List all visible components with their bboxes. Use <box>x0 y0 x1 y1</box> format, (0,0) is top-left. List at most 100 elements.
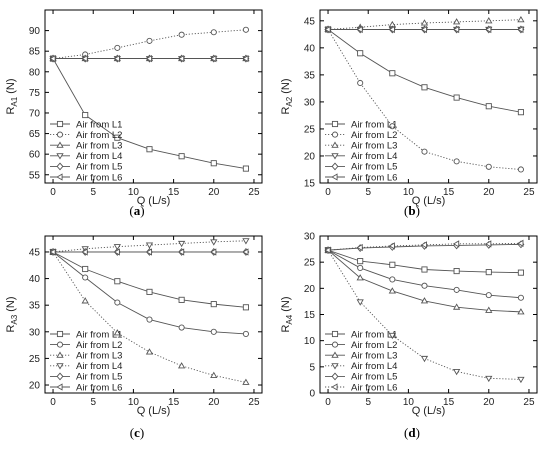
data-point <box>49 54 56 63</box>
legend-marker <box>331 383 338 391</box>
data-point <box>177 362 186 369</box>
series-1 <box>49 248 249 311</box>
data-point <box>210 301 217 308</box>
data-point <box>485 375 493 383</box>
data-point <box>389 70 396 77</box>
x-tick-label: 20 <box>483 397 495 408</box>
y-axis-label-sub: A1 <box>10 96 19 106</box>
y-tick-label: 20 <box>29 381 41 392</box>
data-point <box>242 165 249 172</box>
legend-marker <box>56 341 64 348</box>
x-tick-label: 5 <box>90 187 96 198</box>
legend-marker <box>331 153 339 160</box>
series-line <box>52 29 246 60</box>
y-tick-label: 45 <box>304 16 316 27</box>
legend-marker <box>56 141 64 148</box>
y-tick-label: 85 <box>29 47 41 58</box>
data-point <box>485 269 492 276</box>
data-point <box>356 25 363 34</box>
data-point <box>324 246 331 254</box>
legend-label: Air from L1 <box>76 329 122 340</box>
legend-marker <box>56 363 64 370</box>
data-point <box>420 25 428 34</box>
y-axis-label-main: R <box>280 107 292 115</box>
y-tick-label: 45 <box>29 247 41 258</box>
data-point <box>388 25 395 34</box>
data-point <box>357 79 364 87</box>
x-tick-label: 5 <box>90 397 96 408</box>
chart-b-svg: 0 5 10 15 20 25 15 20 25 30 35 40 45 Q (L/s) RA2 (N) Ai… <box>280 9 538 218</box>
y-tick-label: 20 <box>304 151 316 162</box>
legend-marker <box>56 383 63 391</box>
panel-caption: (b) <box>404 203 420 218</box>
data-point <box>485 306 493 313</box>
y-tick-label: 70 <box>29 108 41 119</box>
data-point <box>389 276 396 283</box>
y-axis-label-unit: (N) <box>5 296 17 314</box>
data-point <box>485 17 493 24</box>
data-point <box>420 297 429 304</box>
panel-caption: (d) <box>404 425 420 440</box>
data-point <box>517 294 524 301</box>
chart-panel-c: 0 5 10 15 20 25 20 25 30 35 40 45 Q (L/s) RA3 (N) Air … <box>0 226 275 452</box>
legend-marker <box>56 120 64 128</box>
x-tick-label: 25 <box>523 187 535 198</box>
data-point <box>146 37 153 44</box>
legend-label: Air from L2 <box>351 130 397 141</box>
y-axis-label-sub: A3 <box>10 314 19 324</box>
legend-marker <box>331 363 339 370</box>
chart-a-svg: 0 5 10 15 20 25 55 60 65 70 75 80 85 90 Q (L/s) RA1 (N)… <box>5 9 263 218</box>
data-point <box>145 348 154 355</box>
data-point <box>113 244 121 251</box>
y-tick-label: 25 <box>304 124 316 135</box>
y-tick-label: 25 <box>304 258 316 269</box>
panel-caption-letter: c <box>134 425 140 440</box>
data-point <box>114 44 121 51</box>
series-6 <box>324 239 524 254</box>
data-point <box>210 239 218 246</box>
legend-label: Air from L6 <box>76 172 122 183</box>
y-tick-label: 65 <box>29 129 41 140</box>
y-axis-label: RA2 (N) <box>280 78 294 114</box>
y-tick-label: 30 <box>304 232 316 243</box>
data-point <box>389 123 396 130</box>
legend-label: Air from L4 <box>76 361 122 372</box>
legend-marker <box>331 141 339 148</box>
legend-marker <box>331 341 339 348</box>
data-point <box>485 25 492 34</box>
data-point <box>145 248 153 256</box>
data-point <box>82 111 89 119</box>
legend-marker <box>56 153 64 160</box>
data-point <box>485 292 492 299</box>
data-point <box>357 258 364 265</box>
data-point <box>242 248 249 256</box>
legend-marker <box>331 120 339 128</box>
data-point <box>49 248 56 256</box>
data-point <box>453 158 460 165</box>
legend-label: Air from L5 <box>76 162 122 173</box>
data-point <box>178 296 185 303</box>
legend-label: Air from L1 <box>351 329 397 340</box>
data-point <box>210 29 217 36</box>
legend-marker <box>331 372 339 381</box>
x-axis-label: Q (L/s) <box>137 405 171 417</box>
data-point <box>146 288 153 295</box>
x-tick-label: 10 <box>128 397 140 408</box>
y-tick-label: 40 <box>304 43 316 54</box>
legend-label: Air from L6 <box>351 382 397 393</box>
y-tick-label: 25 <box>29 354 41 365</box>
data-point <box>146 146 153 153</box>
data-point <box>356 274 364 281</box>
data-point <box>452 303 461 310</box>
data-point <box>452 369 461 376</box>
x-tick-label: 20 <box>208 397 220 408</box>
y-axis-label-unit: (N) <box>280 296 292 314</box>
data-point <box>114 278 121 285</box>
data-point <box>114 134 121 141</box>
legend-marker <box>56 162 64 171</box>
data-point <box>388 242 395 250</box>
data-point <box>178 324 185 331</box>
y-tick-label: 30 <box>304 97 316 108</box>
